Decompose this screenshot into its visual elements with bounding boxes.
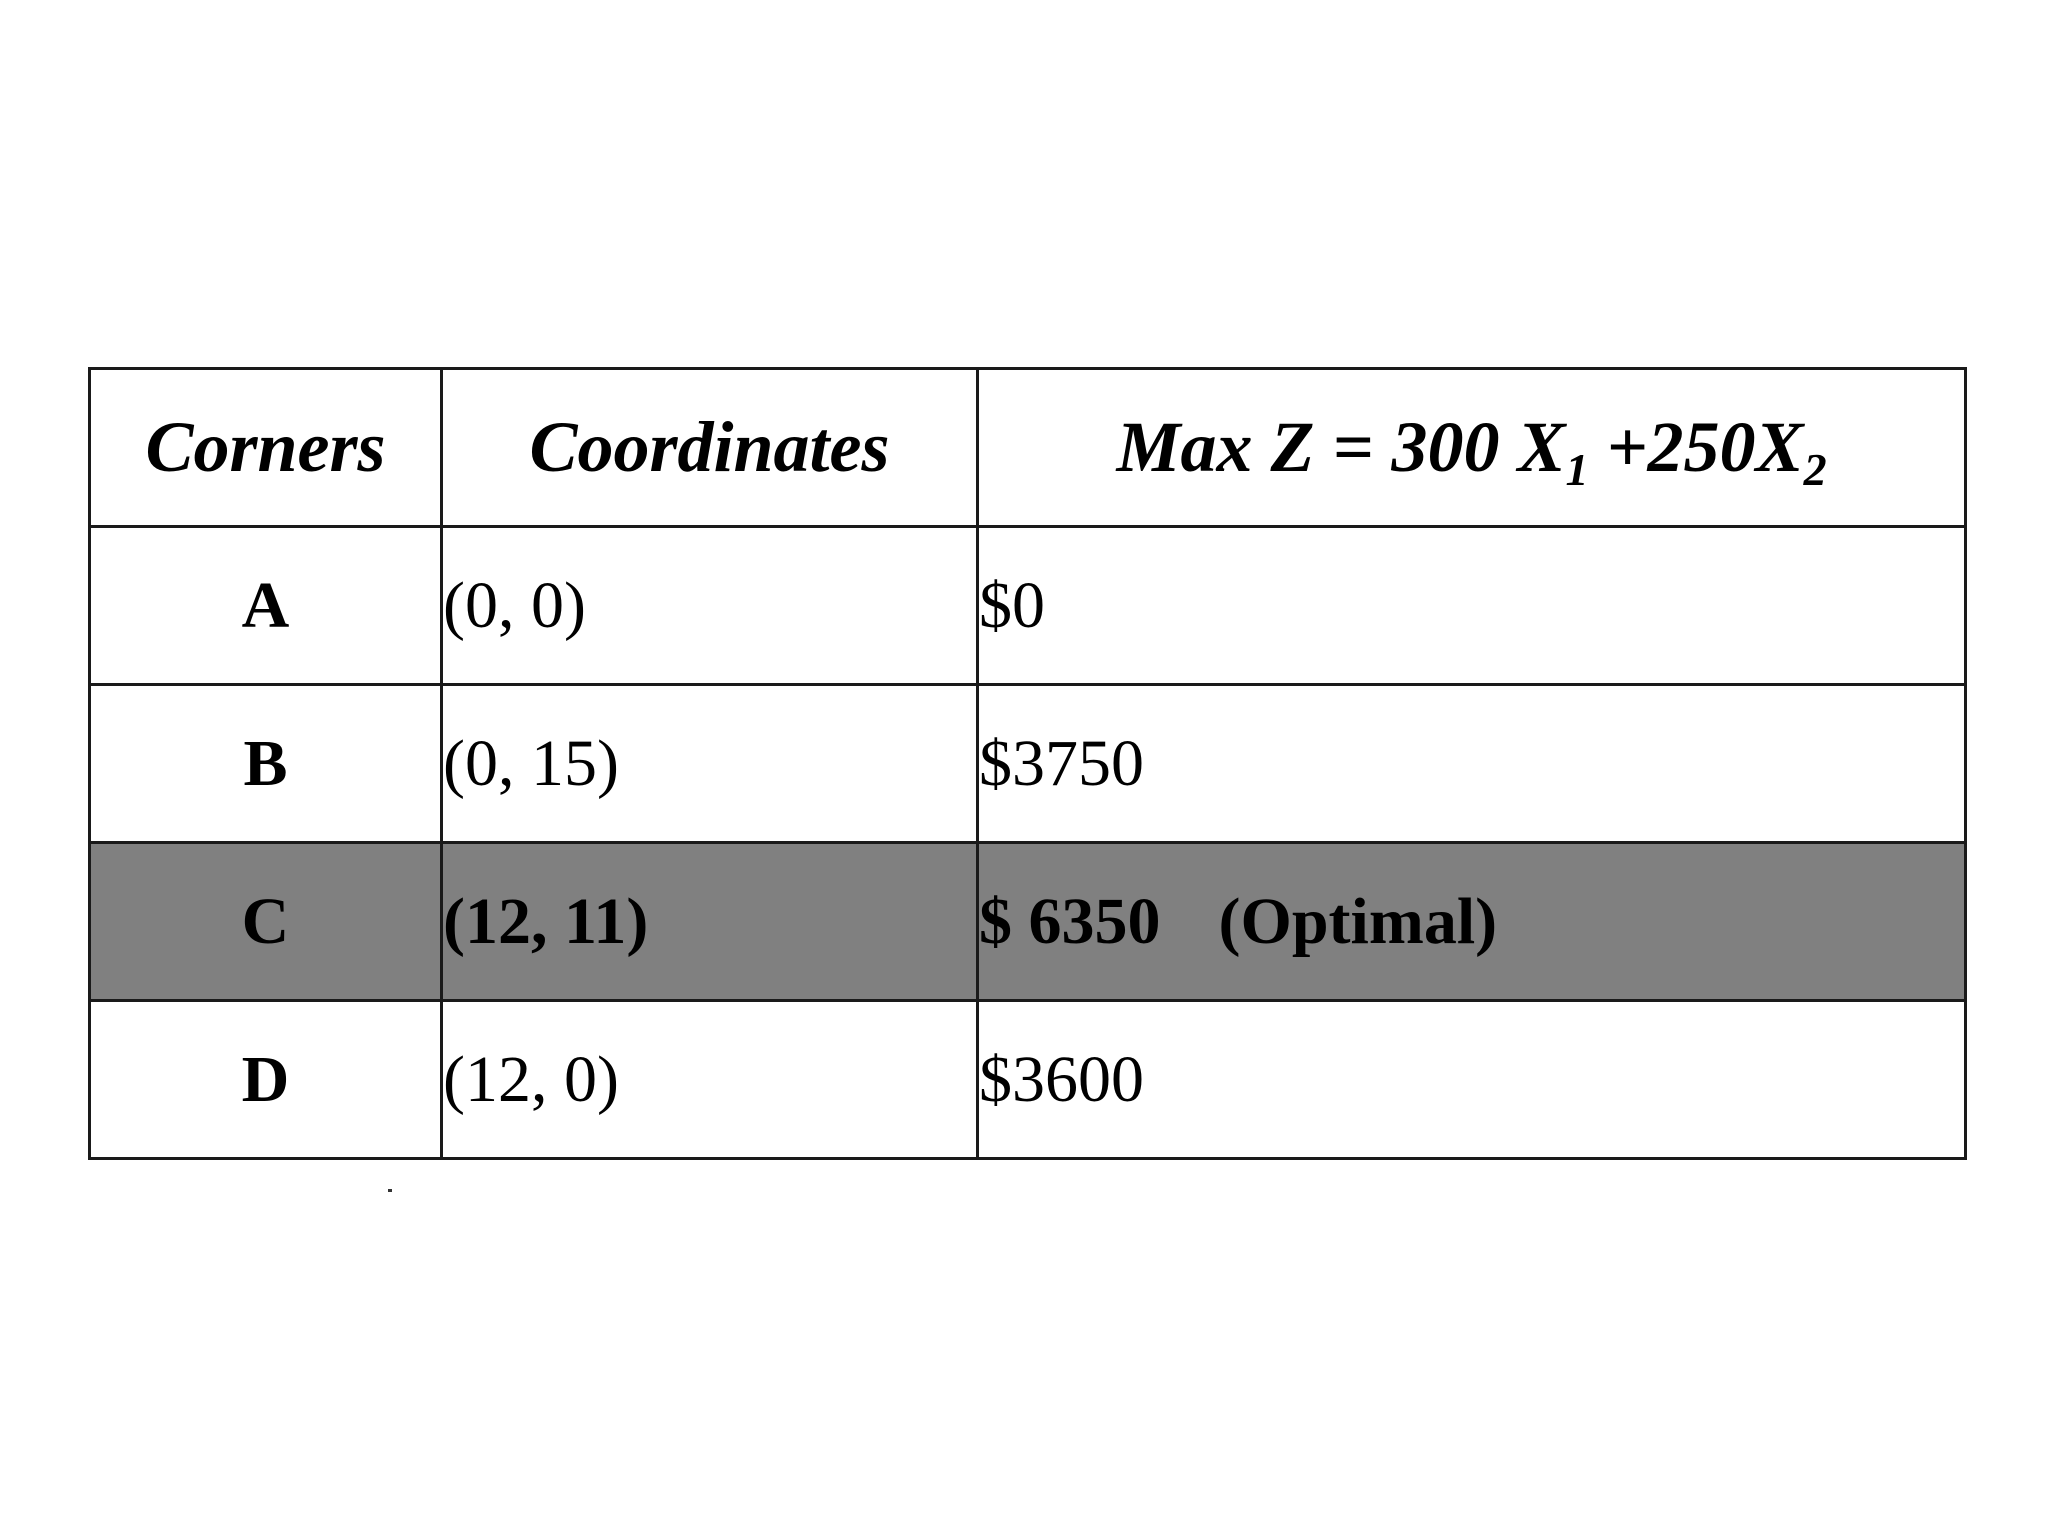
corner-points-table: Corners Coordinates Max Z = 300 X1 +250X…	[88, 367, 1967, 1160]
objective-prefix: Max Z = 300 X	[1116, 407, 1566, 487]
corner-label: C	[88, 841, 443, 1002]
objective-function: Max Z = 300 X1 +250X2	[1116, 407, 1826, 493]
corner-points-table-container: Corners Coordinates Max Z = 300 X1 +250X…	[88, 367, 1967, 1160]
table-header-row: Corners Coordinates Max Z = 300 X1 +250X…	[88, 367, 1967, 528]
coordinates-value: (12, 11)	[440, 841, 979, 1002]
table-row-a: A (0, 0) $0	[88, 525, 1967, 686]
corner-label: A	[88, 525, 443, 686]
corner-label: B	[88, 683, 443, 844]
coordinates-value: (0, 15)	[440, 683, 979, 844]
objective-value-text: $ 6350	[979, 884, 1161, 958]
objective-subscript-1: 1	[1565, 444, 1589, 495]
objective-middle: +250X	[1588, 407, 1804, 487]
objective-subscript-2: 2	[1803, 444, 1827, 495]
objective-value: $3750	[976, 683, 1967, 844]
corner-label: D	[88, 999, 443, 1160]
table-row-b: B (0, 15) $3750	[88, 683, 1967, 844]
header-objective: Max Z = 300 X1 +250X2	[976, 367, 1967, 528]
coordinates-value: (12, 0)	[440, 999, 979, 1160]
stray-mark	[388, 1189, 392, 1192]
objective-value-text: $0	[979, 568, 1045, 642]
coordinates-value: (0, 0)	[440, 525, 979, 686]
optimal-note: (Optimal)	[1218, 884, 1498, 958]
header-corners: Corners	[88, 367, 443, 528]
objective-value: $0	[976, 525, 1967, 686]
objective-value-text: $3750	[979, 726, 1144, 800]
header-coordinates: Coordinates	[440, 367, 979, 528]
objective-value: $ 6350 (Optimal)	[976, 841, 1967, 1002]
objective-value: $3600	[976, 999, 1967, 1160]
table-row-d: D (12, 0) $3600	[88, 999, 1967, 1160]
objective-value-text: $3600	[979, 1042, 1144, 1116]
table-row-c-optimal: C (12, 11) $ 6350 (Optimal)	[88, 841, 1967, 1002]
